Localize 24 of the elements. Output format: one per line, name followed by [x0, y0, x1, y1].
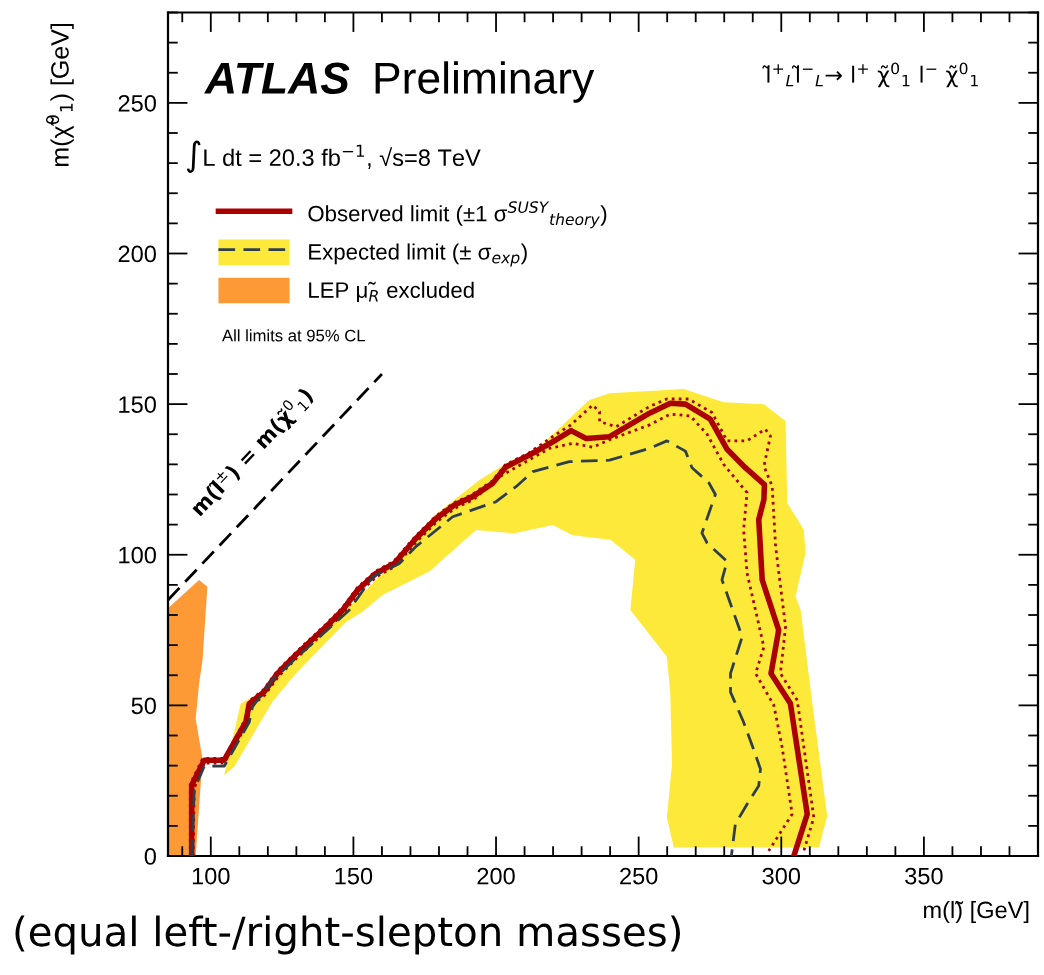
legend-label: Expected limit (± σ$_{exp}$)	[309, 243, 527, 267]
y-tick-label: 150	[119, 396, 156, 413]
y-axis-title: m(χ̃$^{0}$$_{1}$) [GeV]	[46, 23, 74, 167]
y-tick-label: 50	[131, 697, 156, 715]
text: (equal left-/right-slepton masses)	[15, 915, 680, 955]
text: l̃$^{+}$$_{L}$l̃$^{−}$$_{L}$→ l$^{+}$ χ̃$^{0}$$_{1}$ l$^{−}$ χ̃$^{0}$$_{1}$	[762, 62, 978, 88]
x-tick-label: 200	[477, 867, 515, 885]
annotation: All limits at 95% CL	[222, 329, 366, 342]
y-tick-label: 250	[118, 94, 156, 112]
x-tick-label: 150	[335, 867, 373, 885]
annotation: ATLAS	[204, 62, 350, 94]
legend-label: LEP μ̃$_{R}$ excluded	[309, 281, 474, 303]
annotation: Preliminary	[375, 61, 595, 103]
annotation: ∫L dt = 20.3 fb$^{−1}$, √s=8 TeV	[186, 140, 481, 173]
legend-label: Observed limit (±1 σ$^{SUSY}$$_{theory}$)	[308, 201, 607, 229]
x-tick-label: 300	[762, 867, 801, 885]
x-tick-label: 350	[905, 867, 943, 885]
y-tick-label: 100	[119, 546, 156, 564]
annotation: m(l̃$^{±}$) = m(χ̃$^{0}$$_{1}$)	[187, 384, 317, 520]
y-tick-label: 0	[144, 848, 156, 865]
y-tick-label: 200	[118, 245, 156, 263]
x-axis-title: m(l̃) [GeV]	[924, 900, 1029, 924]
x-tick-label: 250	[620, 867, 658, 885]
x-tick-label: 100	[192, 867, 230, 885]
